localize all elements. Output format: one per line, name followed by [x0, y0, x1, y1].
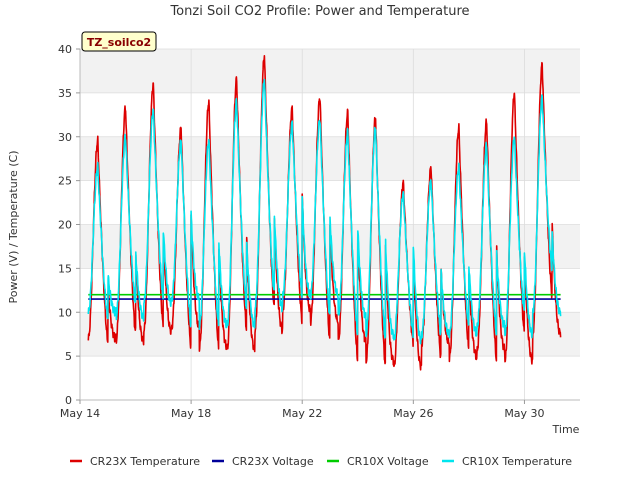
legend-label-cr23x-temperature: CR23X Temperature: [90, 455, 200, 468]
y-tick-label: 40: [58, 43, 72, 56]
series-lines: [87, 55, 562, 371]
plot-band: [80, 136, 580, 181]
x-tick-label: May 14: [60, 407, 100, 420]
y-tick-label: 35: [58, 87, 72, 100]
legend-label-cr10x-temperature: CR10X Temperature: [462, 455, 572, 468]
x-tick-label: May 18: [171, 407, 211, 420]
series-line-cr10x-temperature: [87, 78, 562, 345]
y-tick-label: 5: [65, 350, 72, 363]
x-tick-label: May 22: [282, 407, 322, 420]
site-label-text: TZ_soilco2: [87, 36, 151, 49]
plot-band: [80, 49, 580, 93]
axes: 0 5 10 15 20 25 30 35 40 May 14 May 18 May 22 May 26…: [58, 43, 580, 420]
chart-title: Tonzi Soil CO2 Profile: Power and Temper…: [169, 4, 469, 19]
y-tick-label: 15: [58, 262, 72, 275]
y-tick-label: 10: [58, 306, 72, 319]
site-label-box: TZ_soilco2: [81, 31, 157, 52]
x-axis-label: Time: [552, 423, 580, 436]
legend-label-cr10x-voltage: CR10X Voltage: [347, 455, 429, 468]
legend-label-cr23x-voltage: CR23X Voltage: [232, 455, 314, 468]
y-tick-label: 30: [58, 131, 72, 144]
y-tick-label: 0: [65, 394, 72, 407]
y-tick-label: 25: [58, 175, 72, 188]
x-tick-label: May 26: [393, 407, 433, 420]
x-tick-label: May 30: [504, 407, 544, 420]
legend: CR23X Temperature CR23X Voltage CR10X Volt…: [70, 455, 572, 468]
y-axis-label: Power (V) / Temperature (C): [7, 150, 20, 303]
y-tick-label: 20: [58, 219, 72, 232]
site-label-background: [81, 31, 157, 52]
